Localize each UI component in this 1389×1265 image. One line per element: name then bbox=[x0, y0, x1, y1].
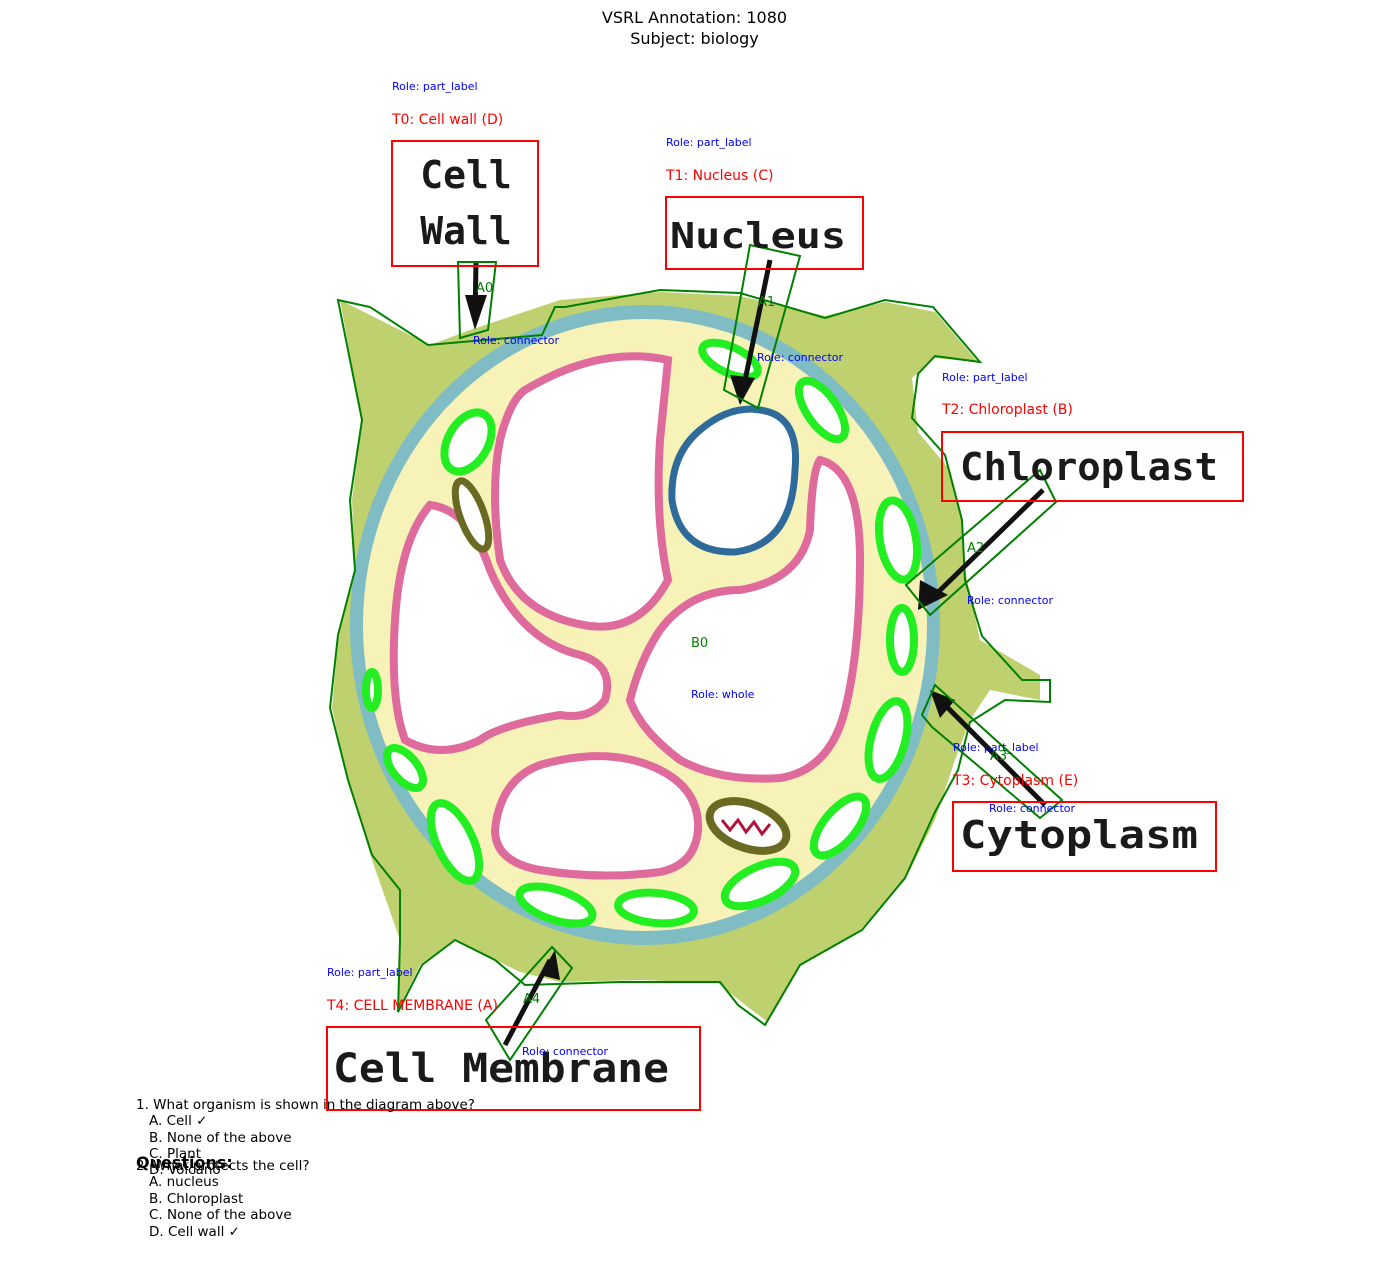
connector-outlines bbox=[456, 243, 1064, 1062]
nucleus-shape bbox=[668, 405, 800, 556]
chloroplast-tag: T2: Chloroplast (B) bbox=[941, 402, 1073, 418]
cell-wall-box bbox=[391, 140, 539, 267]
vacuole-bottom bbox=[490, 752, 703, 880]
page-title: VSRL Annotation: 1080 bbox=[601, 8, 788, 27]
q1-option-d: D. Volcano bbox=[149, 1162, 221, 1178]
arrowhead-a4 bbox=[540, 950, 560, 980]
membrane-box bbox=[326, 1026, 701, 1111]
membrane-text: Cell Membrane bbox=[333, 1046, 669, 1092]
arrow-a3 bbox=[938, 698, 1047, 807]
q2-option-b: B. Chloroplast bbox=[149, 1190, 244, 1207]
nucleus-box bbox=[665, 196, 864, 270]
chloroplast-1 bbox=[440, 408, 496, 476]
connector-box-a0 bbox=[456, 261, 498, 340]
arrowhead-a0 bbox=[465, 295, 487, 330]
whole-outline bbox=[328, 288, 1051, 1027]
chloroplast-10 bbox=[515, 882, 597, 928]
question-1: 1. What organism is shown in the diagram… bbox=[136, 1097, 475, 1113]
q2-option-c: C. None of the above bbox=[149, 1207, 292, 1224]
chloroplast-3 bbox=[794, 376, 850, 444]
connector-box-a1 bbox=[722, 243, 802, 410]
q2-option-d: D. Cell wall ✓ bbox=[149, 1223, 240, 1240]
chloroplast-text: Chloroplast bbox=[960, 445, 1218, 489]
arrowhead-a3 bbox=[930, 690, 955, 718]
cytoplasm-role: Role: part_label bbox=[953, 741, 1039, 754]
question-2: 2. What protects the cell? bbox=[136, 1158, 310, 1174]
cytoplasm-text: Cytoplasm bbox=[960, 813, 1198, 857]
nucleus-text: Nucleus bbox=[670, 216, 846, 257]
page-subtitle: Subject: biology bbox=[630, 29, 759, 48]
chloroplast-6 bbox=[864, 697, 912, 783]
chloroplast-9 bbox=[614, 888, 698, 928]
mitochondrion-2 bbox=[705, 797, 791, 855]
cytoplasm-tag: T3: Cytoplasm (E) bbox=[952, 773, 1078, 789]
q1-option-b: B. None of the above bbox=[149, 1129, 292, 1146]
connector-a2-id: A2 bbox=[967, 541, 984, 556]
whole-role: Role: whole bbox=[691, 688, 755, 701]
q2-option-a: A. nucleus bbox=[149, 1174, 219, 1191]
connector-a1-id: A1 bbox=[758, 295, 775, 310]
q1-option-a: A. Cell ✓ bbox=[149, 1113, 208, 1130]
chloroplast-box bbox=[941, 431, 1244, 502]
questions-heading: Questions: bbox=[136, 1153, 233, 1172]
connector-arrows bbox=[465, 259, 1047, 1047]
chloroplast-4 bbox=[874, 496, 922, 584]
mitochondrion-cristae bbox=[720, 817, 772, 837]
nucleus-role: Role: part_label bbox=[666, 136, 752, 149]
chloroplast-8 bbox=[720, 857, 800, 911]
chloroplast-5 bbox=[886, 604, 918, 676]
vacuole-center-right bbox=[625, 455, 865, 783]
arrowhead-a1 bbox=[730, 375, 755, 405]
cell-wall-text-line2: Wall bbox=[420, 209, 512, 253]
connector-box-a2 bbox=[904, 468, 1058, 617]
connector-a1-role: Role: connector bbox=[757, 351, 843, 364]
connector-box-a3 bbox=[920, 683, 1064, 820]
q1-option-c: C. Plant bbox=[149, 1146, 202, 1163]
vacuole-top-left bbox=[491, 352, 673, 631]
chloroplast-13 bbox=[362, 668, 382, 712]
arrowhead-a2 bbox=[918, 580, 948, 610]
connector-a4-role: Role: connector bbox=[522, 1045, 608, 1058]
arrow-a1 bbox=[739, 259, 773, 396]
nucleus-tag: T1: Nucleus (C) bbox=[665, 168, 774, 184]
membrane-tag: T4: CELL MEMBRANE (A) bbox=[326, 998, 498, 1014]
arrow-a2 bbox=[928, 488, 1045, 602]
chloroplast-11 bbox=[426, 799, 484, 885]
connector-a2-role: Role: connector bbox=[967, 594, 1053, 607]
chloroplast-12 bbox=[383, 744, 427, 792]
vacuole-left bbox=[389, 500, 612, 754]
connector-a3-role: Role: connector bbox=[989, 802, 1075, 815]
connector-box-a4 bbox=[484, 945, 574, 1062]
mitochondrion-1 bbox=[451, 477, 493, 553]
cell-wall-tag: T0: Cell wall (D) bbox=[391, 112, 503, 128]
membrane-role: Role: part_label bbox=[327, 966, 413, 979]
chloroplast-7 bbox=[809, 792, 871, 860]
connector-a0-role: Role: connector bbox=[473, 334, 559, 347]
cell-wall-role: Role: part_label bbox=[392, 80, 478, 93]
chloroplast-role: Role: part_label bbox=[942, 371, 1028, 384]
questions-list-2: 2. What protects the cell? A. nucleus B. C… bbox=[136, 1158, 310, 1240]
chloroplasts bbox=[362, 338, 922, 928]
cell-illustration bbox=[332, 292, 1040, 1022]
connector-a3-id: A3 bbox=[990, 749, 1007, 764]
whole-id: B0 bbox=[691, 636, 708, 651]
connector-a0-id: A0 bbox=[476, 281, 493, 296]
connector-a4-id: A4 bbox=[523, 992, 540, 1007]
cell-wall-text-line1: Cell bbox=[420, 153, 512, 197]
questions-list: 1. What organism is shown in the diagram… bbox=[136, 1097, 475, 1163]
cytoplasm-box bbox=[952, 801, 1217, 872]
annotation-boxes bbox=[326, 140, 1244, 1111]
